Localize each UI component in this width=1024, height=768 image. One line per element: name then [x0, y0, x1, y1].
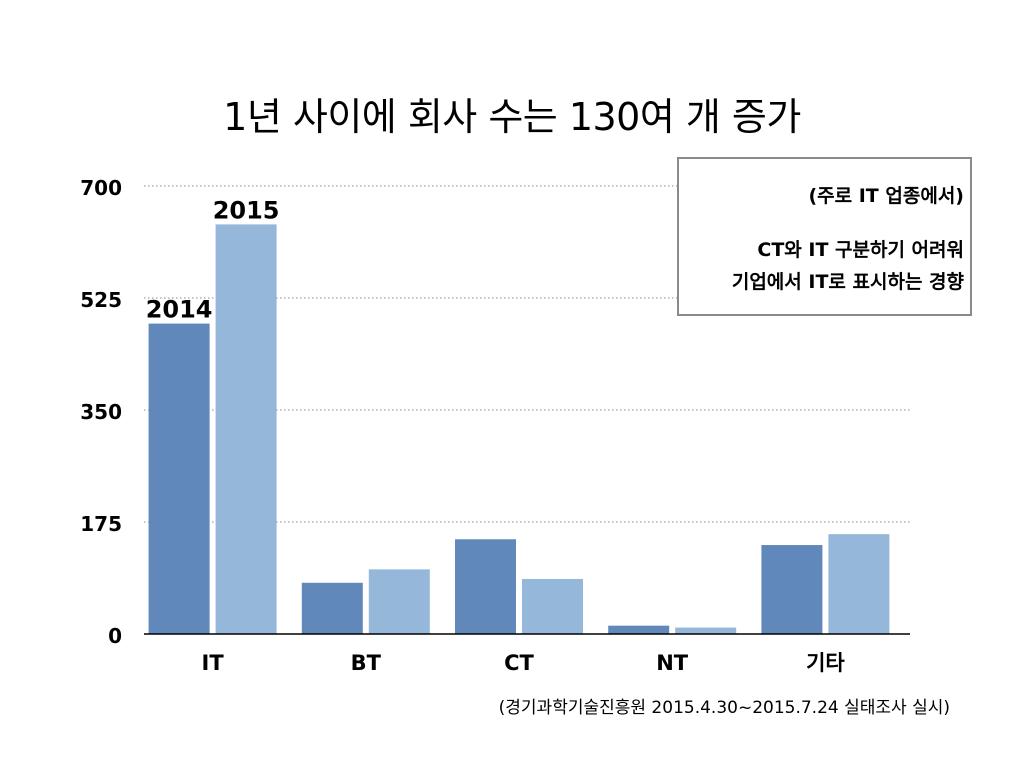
y-tick-label: 525	[80, 288, 122, 312]
bar-NT-2015	[675, 627, 737, 634]
bar-BT-2014	[301, 582, 363, 634]
source-note: (경기과학기술진흥원 2015.4.30~2015.7.24 실태조사 실시)	[498, 698, 950, 718]
category-label: IT	[202, 651, 225, 675]
bar-BT-2015	[368, 569, 430, 634]
x-axis-categories: IT BT CT NT 기타	[202, 651, 846, 675]
chart-title: 1년 사이에 회사 수는 130여 개 증가	[223, 95, 801, 139]
annotation-line-3: 기업에서 IT로 표시하는 경향	[731, 271, 964, 293]
series-label-2014: 2014	[146, 296, 213, 324]
annotation-line-2: CT와 IT 구분하기 어려워	[757, 239, 964, 261]
data-labels: 2014 2015	[146, 196, 280, 323]
bar-기타-2014	[761, 545, 823, 634]
y-tick-label: 700	[80, 176, 122, 200]
bar-IT-2015	[215, 224, 277, 634]
bar-CT-2015	[522, 578, 583, 634]
category-label: 기타	[806, 651, 845, 675]
annotation-line-1: (주로 IT 업종에서)	[808, 185, 964, 207]
bar-CT-2014	[455, 539, 516, 634]
y-tick-label: 0	[108, 624, 122, 648]
category-label: CT	[504, 651, 534, 675]
annotation-box: (주로 IT 업종에서) CT와 IT 구분하기 어려워 기업에서 IT로 표시…	[677, 157, 972, 316]
y-axis-ticks: 0 175 350 525 700	[80, 176, 122, 648]
y-tick-label: 350	[80, 400, 122, 424]
bar-NT-2014	[608, 625, 670, 634]
category-label: BT	[351, 651, 382, 675]
y-tick-label: 175	[80, 512, 122, 536]
bars	[148, 224, 890, 634]
bar-IT-2014	[148, 323, 210, 634]
bar-기타-2015	[828, 534, 890, 634]
category-label: NT	[656, 651, 689, 675]
series-label-2015: 2015	[213, 196, 280, 224]
